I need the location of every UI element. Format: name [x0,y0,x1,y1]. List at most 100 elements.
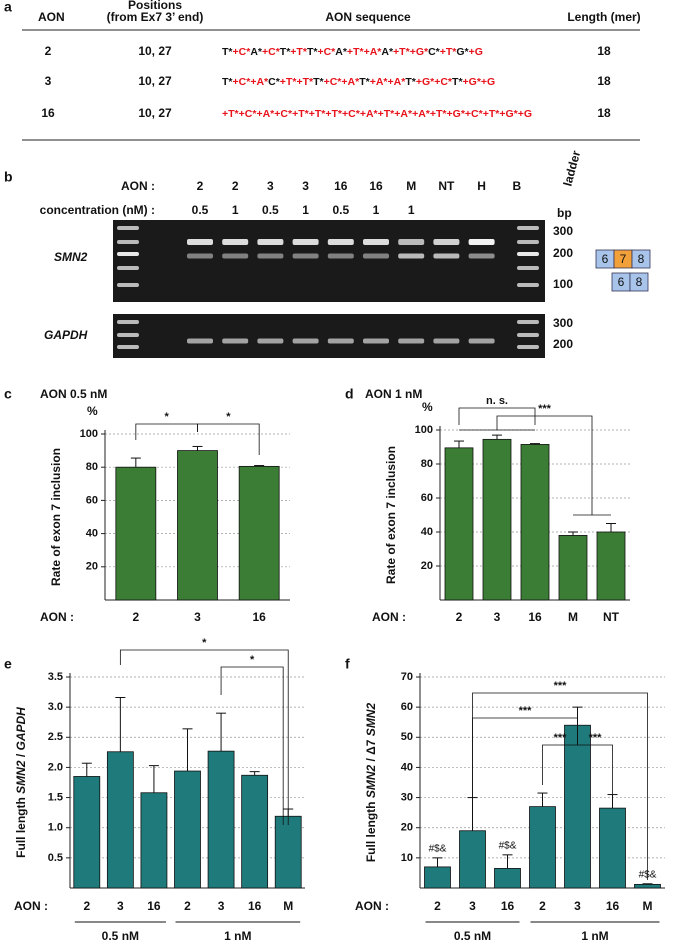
bar [599,807,626,889]
sequence-token: G* [456,46,469,58]
conc-label: 1 [408,203,415,217]
y-tick-label: 30 [401,791,413,803]
bp-label: bp [557,206,572,220]
sequence-token: +T* [280,76,298,88]
table-cell: 18 [597,44,611,58]
y-label-part: Full length [364,798,378,862]
sequence-token: +G [518,108,532,120]
significance-bracket [496,415,593,515]
x-tick-label: 2 [539,899,546,913]
marker-label: 200 [553,337,573,351]
sequence-token: T* [307,46,318,58]
x-tick-label: NT [603,610,620,624]
y-label-part: Full length [14,794,28,858]
gel-band [398,239,425,245]
y-unit: % [422,400,433,414]
gel-band [292,239,319,245]
sequence-token: +C* [233,46,252,58]
marker-label: 100 [553,277,573,291]
group-label: 1 nM [581,929,608,943]
table-cell: 10, 27 [138,74,172,88]
y-label-part: GAPDH [14,707,28,751]
y-tick-label: 3.0 [48,701,63,713]
gel-band [257,253,284,259]
sequence-token: +T* [378,108,396,120]
sequence-token: +A* [341,76,360,88]
table-header: (from Ex7 3’ end) [107,10,204,24]
gel-band [363,239,389,245]
x-tick-label: 16 [501,899,515,913]
x-tick-label: 16 [147,899,161,913]
gel-gapdh [113,314,545,358]
panel-letter: a [4,0,12,15]
significance-label: n. s. [486,395,508,407]
gel-band [398,253,425,259]
y-tick-label: 100 [80,428,98,440]
sequence-token: +A* [370,76,389,88]
y-label-part: / [14,750,28,760]
lane-label: 3 [302,179,309,193]
gel-band [117,240,139,244]
y-tick-label: 80 [421,458,433,470]
x-tick-label: 2 [456,610,463,624]
exon-label: 6 [618,275,625,289]
gel-band [517,252,539,256]
bar [174,770,201,889]
y-label-part: Rate of exon 7 inclusion [384,446,398,584]
x-tick-label: M [643,899,653,913]
significance-label: * [165,411,170,423]
y-tick-label: 2.0 [48,761,63,773]
bar [459,830,486,889]
panel-letter: e [4,656,12,672]
x-tick-label: 16 [528,610,542,624]
gel-band [117,266,139,270]
table-cell: 3 [45,74,52,88]
sequence-token: +G [469,46,483,58]
group-label: 1 nM [224,929,251,943]
bar [596,531,626,601]
sequence-token: T* [405,76,416,88]
gel-band [398,338,425,344]
bar [241,774,269,889]
gel-aon-label: AON : [121,179,155,193]
significance-label: *** [519,705,533,717]
gel-band [222,239,249,245]
sequence-token: T* [280,46,291,58]
bar [529,806,556,889]
gel-band [117,320,139,324]
conc-label: 0.5 [262,203,279,217]
sequence-token: +T* [347,46,365,58]
exon-diagram [595,249,651,292]
bar [207,750,235,889]
sequence-token: +G* [447,108,466,120]
gel-band [517,345,539,349]
x-tick-label: M [283,899,293,913]
bar [177,450,218,601]
significance-label: * [226,411,231,423]
sequence-token: +C* [465,108,484,120]
lane-label: H [477,179,486,193]
gel-band [327,338,354,344]
chart-title: AON 0.5 nM [40,387,107,401]
panel-letter: b [4,169,13,185]
y-label-part: SMN2 [14,760,28,794]
significance-label: *** [554,680,568,692]
panel-letter: f [345,656,350,672]
bar [106,751,134,889]
aon-sequence: +T*+C*+A*+C*+T*+T*+T*+C*+A*+T*+A*+A*+T*+… [222,108,532,120]
sequence-token: +T* [309,108,327,120]
sequence-token: +G [481,76,495,88]
table-header: AON [38,10,65,24]
y-tick-label: 60 [401,701,413,713]
sequence-token: C* [268,76,281,88]
sequence-token: +T* [290,46,308,58]
gel-band [363,253,389,259]
sequence-token: T* [222,76,233,88]
significance-label: * [202,637,207,649]
table-header: Positions [128,0,182,12]
sequence-token: T* [222,46,233,58]
group-label: 0.5 nM [454,929,491,943]
lane-label: NT [438,179,455,193]
sequence-token: +T* [483,108,501,120]
